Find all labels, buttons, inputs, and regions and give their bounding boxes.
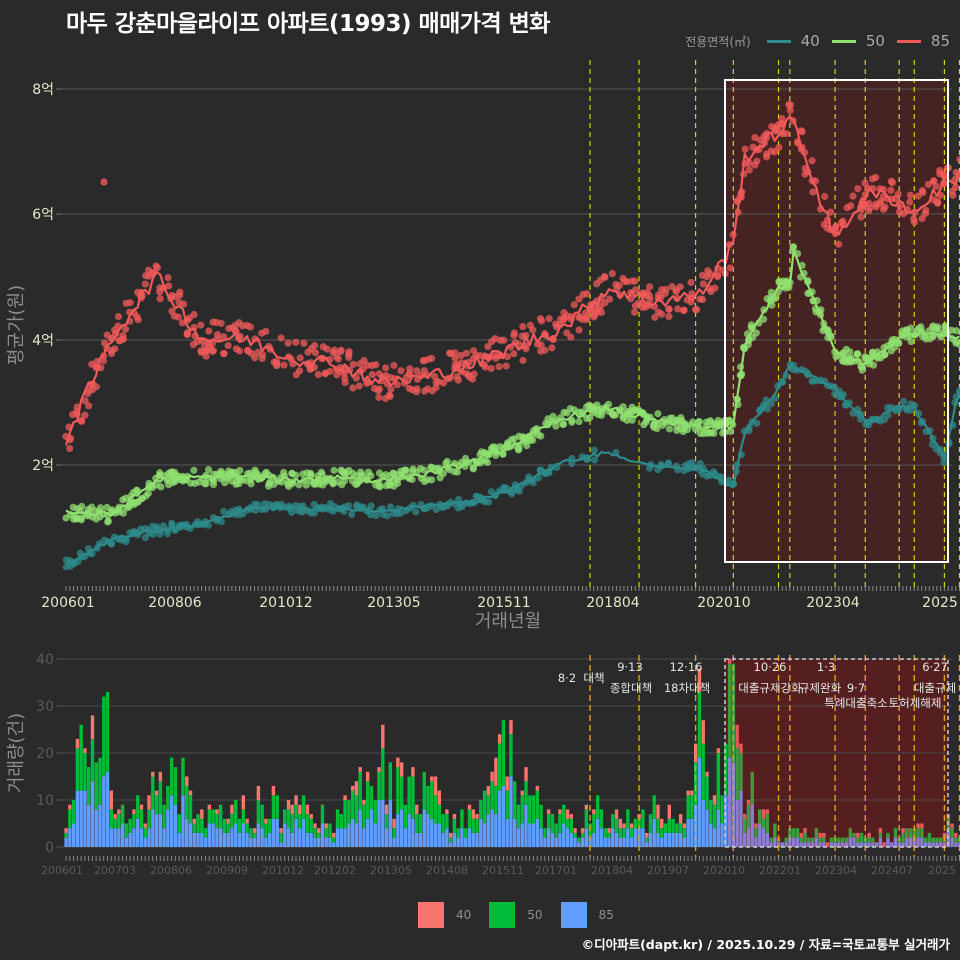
svg-text:202010: 202010 xyxy=(697,595,750,611)
legend-square-40 xyxy=(418,902,444,928)
svg-text:200601: 200601 xyxy=(41,864,83,877)
x-minor-ticks xyxy=(65,586,960,591)
svg-text:201305: 201305 xyxy=(367,595,420,611)
svg-text:토허제해제: 토허제해제 xyxy=(889,696,942,710)
svg-text:9·13: 9·13 xyxy=(617,660,643,674)
x-tick-labels: 200601 200806 201012 201305 201511 20180… xyxy=(41,595,958,611)
svg-text:201202: 201202 xyxy=(314,864,356,877)
x-axis-title: 거래년월 xyxy=(475,611,541,632)
svg-text:12·16: 12·16 xyxy=(670,660,703,674)
svg-text:201511: 201511 xyxy=(482,864,524,877)
svg-text:201408: 201408 xyxy=(426,864,468,877)
legend-bottom-label-85: 85 xyxy=(598,908,614,922)
legend-label-85: 85 xyxy=(930,32,950,50)
legend-label-40: 40 xyxy=(800,32,820,50)
svg-text:202010: 202010 xyxy=(703,864,745,877)
svg-text:200909: 200909 xyxy=(206,864,248,877)
svg-text:201012: 201012 xyxy=(259,595,312,611)
svg-text:8·2: 8·2 xyxy=(558,671,576,685)
ytick-4: 4억 xyxy=(32,333,54,349)
svg-text:201907: 201907 xyxy=(647,864,689,877)
ytick-6: 6억 xyxy=(32,207,54,223)
svg-text:종합대책: 종합대책 xyxy=(610,681,652,695)
volume-plot: 40 30 20 10 0 거래량(건) 200601 200703 20080… xyxy=(6,652,960,877)
volume-x-minor-ticks xyxy=(65,856,960,861)
svg-text:18차대책: 18차대책 xyxy=(664,681,710,695)
svg-text:202304: 202304 xyxy=(815,864,857,877)
svg-text:201305: 201305 xyxy=(370,864,412,877)
svg-text:202407: 202407 xyxy=(871,864,913,877)
volume-x-tick-labels: 200601 200703 200806 200909 201012 20120… xyxy=(41,864,956,877)
legend-bottom-label-40: 40 xyxy=(456,908,472,922)
svg-text:특례대출축소: 특례대출축소 xyxy=(824,696,887,710)
volume-bars xyxy=(64,659,960,847)
svg-text:201804: 201804 xyxy=(591,864,633,877)
svg-text:202201: 202201 xyxy=(759,864,801,877)
y-axis-title: 평균가(원) xyxy=(6,285,27,365)
legend-bottom-label-50: 50 xyxy=(527,908,543,922)
volume-y-axis-title: 거래량(건) xyxy=(6,713,27,793)
svg-text:0: 0 xyxy=(45,840,54,856)
svg-text:200703: 200703 xyxy=(94,864,136,877)
svg-text:10·26: 10·26 xyxy=(754,660,787,674)
legend-swatch-50 xyxy=(831,39,856,43)
ytick-2: 2억 xyxy=(32,458,54,474)
svg-text:대출규제강화: 대출규제강화 xyxy=(738,681,802,695)
svg-text:1·3: 1·3 xyxy=(817,660,835,674)
legend-square-50 xyxy=(489,902,516,928)
svg-text:대책: 대책 xyxy=(583,671,604,685)
svg-text:202304: 202304 xyxy=(806,595,860,611)
chart-title: 마두 강춘마을라이프 아파트(1993) 매매가격 변화 xyxy=(66,11,550,37)
svg-text:규제완화: 규제완화 xyxy=(799,681,842,695)
svg-text:6·27: 6·27 xyxy=(922,660,948,674)
price-plot: 8억 6억 4억 2억 평균가(원) 200601 200806 201012 … xyxy=(6,60,960,632)
legend-label-50: 50 xyxy=(865,32,885,50)
svg-text:200806: 200806 xyxy=(150,864,192,877)
legend-swatch-40 xyxy=(766,39,791,43)
svg-text:40: 40 xyxy=(36,652,54,668)
svg-text:30: 30 xyxy=(36,699,54,715)
ytick-8: 8억 xyxy=(32,82,54,98)
svg-text:10: 10 xyxy=(36,793,54,809)
highlight-box xyxy=(724,79,949,563)
legend-title: 전용면적(㎡) xyxy=(685,34,751,49)
legend-square-85 xyxy=(560,902,587,928)
legend-bottom: 40 50 85 xyxy=(418,902,632,928)
svg-text:2025: 2025 xyxy=(922,595,958,611)
svg-text:200601: 200601 xyxy=(41,595,94,611)
svg-text:200806: 200806 xyxy=(148,595,202,611)
svg-text:대출규제: 대출규제 xyxy=(914,681,956,695)
policy-annotations: 9·13 12·16 10·26 1·3 6·27 8·2 대책 종합대책 18… xyxy=(558,660,956,710)
svg-text:20: 20 xyxy=(36,746,54,762)
svg-text:201511: 201511 xyxy=(477,595,530,611)
legend-swatch-85 xyxy=(896,39,921,43)
legend-top: 전용면적(㎡) 40 50 85 xyxy=(685,32,950,50)
volume-policy-lines xyxy=(589,655,960,858)
footer-credit: ©디아파트(dapt.kr) / 2025.10.29 / 자료=국토교통부 실… xyxy=(581,937,950,952)
svg-text:2025: 2025 xyxy=(928,864,956,877)
policy-lines xyxy=(589,60,960,588)
svg-text:201804: 201804 xyxy=(586,595,640,611)
svg-text:201701: 201701 xyxy=(535,864,577,877)
volume-highlight-box xyxy=(724,658,949,848)
svg-text:201012: 201012 xyxy=(262,864,304,877)
svg-text:9·7: 9·7 xyxy=(847,681,865,695)
price-lines xyxy=(64,115,960,565)
price-scatter xyxy=(62,101,960,571)
